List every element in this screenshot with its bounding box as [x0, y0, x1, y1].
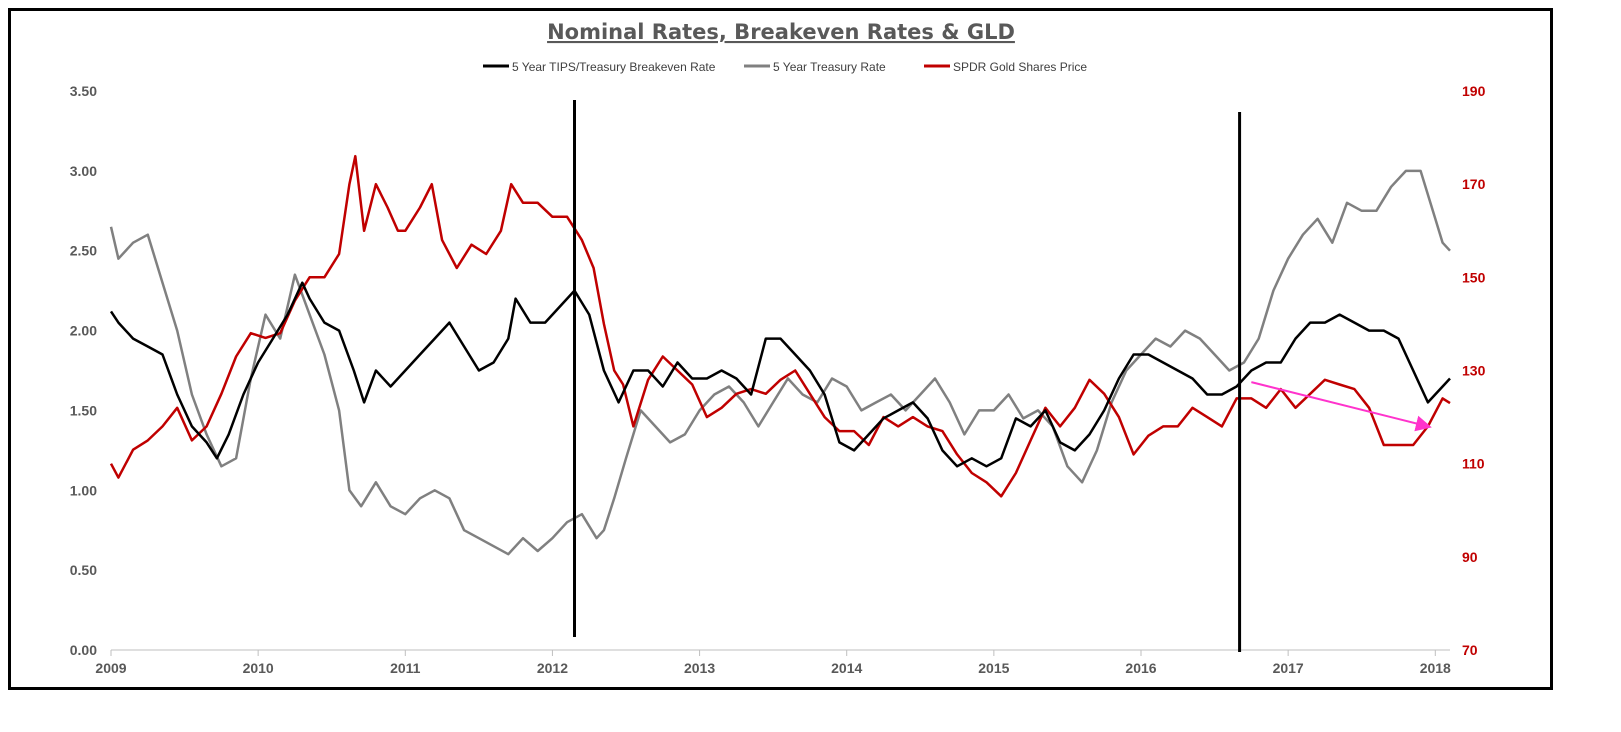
- series-treasury-line: [109, 169, 1451, 556]
- y-left-tick-label: 2.00: [70, 323, 97, 339]
- x-tick-label: 2018: [1420, 660, 1451, 676]
- y-left-tick-label: 3.00: [70, 163, 97, 179]
- y-left-tick-label: 2.50: [70, 243, 97, 259]
- x-axis-ticks: 2009 2010 2011 2012 2013 2014 2015 2016 2017 2018: [95, 650, 1451, 676]
- x-tick-label: 2016: [1125, 660, 1156, 676]
- y-left-tick-label: 1.50: [70, 402, 97, 418]
- series-breakeven-line: [109, 281, 1451, 468]
- trend-arrow: [1251, 381, 1432, 432]
- y-right-tick-label: 70: [1462, 642, 1478, 658]
- vertical-markers: [573, 100, 1242, 652]
- legend: 5 Year TIPS/Treasury Breakeven Rate 5 Ye…: [483, 60, 1087, 74]
- y-right-tick-label: 170: [1462, 176, 1486, 192]
- y-right-tick-label: 190: [1462, 83, 1486, 99]
- left-axis-ticks: 0.00 0.50 1.00 1.50 2.00 2.50 3.00 3.50: [70, 83, 97, 658]
- y-left-tick-label: 0.00: [70, 642, 97, 658]
- x-tick-label: 2015: [978, 660, 1009, 676]
- x-tick-label: 2012: [537, 660, 568, 676]
- y-right-tick-label: 90: [1462, 549, 1478, 565]
- y-right-tick-label: 150: [1462, 269, 1486, 285]
- series-layer: [109, 154, 1451, 556]
- legend-label-treasury: 5 Year Treasury Rate: [773, 60, 886, 74]
- chart-title: Nominal Rates, Breakeven Rates & GLD: [547, 20, 1015, 44]
- legend-label-gold: SPDR Gold Shares Price: [953, 60, 1087, 74]
- y-right-tick-label: 130: [1462, 363, 1486, 379]
- y-left-tick-label: 0.50: [70, 562, 97, 578]
- legend-label-breakeven: 5 Year TIPS/Treasury Breakeven Rate: [512, 60, 716, 74]
- x-tick-label: 2014: [831, 660, 862, 676]
- x-tick-label: 2017: [1273, 660, 1304, 676]
- y-left-tick-label: 1.00: [70, 482, 97, 498]
- x-tick-label: 2013: [684, 660, 715, 676]
- x-tick-label: 2010: [243, 660, 274, 676]
- annotations: [1251, 381, 1432, 432]
- x-tick-label: 2009: [95, 660, 126, 676]
- y-left-tick-label: 3.50: [70, 83, 97, 99]
- y-right-tick-label: 110: [1462, 456, 1485, 472]
- series-gold-line: [109, 154, 1451, 498]
- right-axis-ticks: 70 90 110 130 150 170 190: [1462, 83, 1486, 658]
- x-tick-label: 2011: [390, 660, 421, 676]
